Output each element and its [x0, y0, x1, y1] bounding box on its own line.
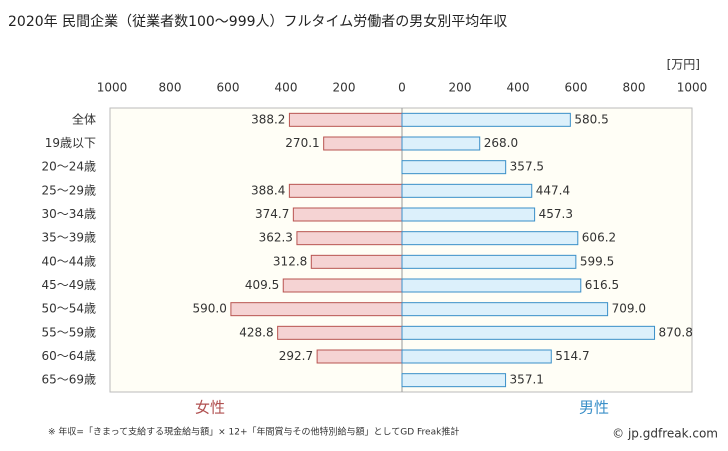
bar — [401, 302, 609, 317]
value-label: 616.5 — [585, 278, 619, 292]
y-tick-label: 20～24歳 — [41, 160, 96, 174]
y-tick-label: 55～59歳 — [41, 325, 96, 339]
y-tick-label: 25～29歳 — [41, 183, 96, 197]
y-tick-label: 60～64歳 — [41, 349, 96, 363]
value-label: 514.7 — [555, 349, 589, 363]
bar — [401, 183, 533, 198]
y-tick-label: 19歳以下 — [45, 136, 96, 150]
chart-title: 2020年 民間企業（従業者数100～999人）フルタイム労働者の男女別平均年収 — [8, 13, 507, 30]
value-label: 357.5 — [510, 160, 544, 174]
legend-label: 女性 — [195, 399, 225, 417]
legend-label: 男性 — [579, 399, 609, 417]
bar — [230, 302, 403, 317]
bar — [401, 160, 507, 175]
value-label: 870.8 — [659, 325, 693, 339]
value-label: 388.4 — [251, 183, 285, 197]
value-label: 268.0 — [484, 136, 518, 150]
bar — [288, 183, 403, 198]
value-label: 709.0 — [612, 302, 646, 316]
bar — [292, 207, 403, 222]
y-tick-label: 30～34歳 — [41, 207, 96, 221]
x-tick-label: 400 — [275, 81, 298, 95]
x-tick-label: 400 — [507, 81, 530, 95]
value-label: 590.0 — [193, 302, 227, 316]
value-label: 374.7 — [255, 207, 289, 221]
x-tick-label: 800 — [159, 81, 182, 95]
x-tick-label: 0 — [398, 81, 406, 95]
y-tick-label: 65～69歳 — [41, 373, 96, 387]
y-tick-label: 40～44歳 — [41, 254, 96, 268]
bar — [401, 231, 579, 246]
bar — [277, 325, 403, 340]
bar — [401, 278, 582, 293]
value-label: 447.4 — [536, 183, 570, 197]
value-label: 457.3 — [539, 207, 573, 221]
y-tick-label: 35～39歳 — [41, 231, 96, 245]
bar — [282, 278, 403, 293]
value-label: 428.8 — [239, 325, 273, 339]
unit-label: [万円] — [667, 58, 700, 72]
value-label: 606.2 — [582, 231, 616, 245]
y-tick-label: 50～54歳 — [41, 302, 96, 316]
source: © jp.gdfreak.com — [612, 427, 718, 441]
x-tick-label: 200 — [333, 81, 356, 95]
value-label: 409.5 — [245, 278, 279, 292]
bar — [401, 254, 577, 269]
value-label: 388.2 — [251, 112, 285, 126]
bar — [323, 136, 403, 151]
bar — [316, 349, 403, 364]
bar — [296, 231, 403, 246]
value-label: 357.1 — [510, 373, 544, 387]
bar — [401, 373, 507, 388]
plot-area — [109, 107, 693, 393]
bar — [401, 349, 552, 364]
value-label: 270.1 — [285, 136, 319, 150]
value-label: 362.3 — [259, 231, 293, 245]
value-label: 312.8 — [273, 254, 307, 268]
bar — [401, 136, 481, 151]
x-tick-label: 600 — [565, 81, 588, 95]
x-tick-label: 800 — [623, 81, 646, 95]
x-tick-label: 1000 — [97, 81, 128, 95]
value-label: 580.5 — [574, 112, 608, 126]
value-label: 599.5 — [580, 254, 614, 268]
bar — [288, 112, 403, 127]
bar — [401, 207, 536, 222]
y-tick-label: 45～49歳 — [41, 278, 96, 292]
bar — [401, 325, 656, 340]
footnote: ※ 年収=「きまって支給する現金給与額」× 12+「年間賞与その他特別給与額」と… — [48, 426, 459, 438]
bar — [310, 254, 403, 269]
bar — [401, 112, 571, 127]
x-tick-label: 600 — [217, 81, 240, 95]
x-tick-label: 200 — [449, 81, 472, 95]
x-tick-label: 1000 — [677, 81, 708, 95]
y-tick-label: 全体 — [72, 111, 96, 126]
value-label: 292.7 — [279, 349, 313, 363]
